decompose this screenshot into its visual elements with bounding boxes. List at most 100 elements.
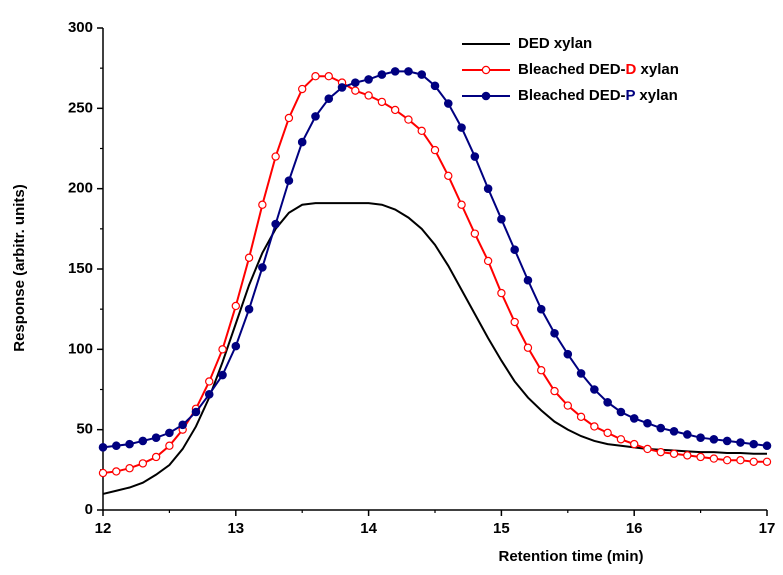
marker xyxy=(630,439,639,449)
marker xyxy=(151,433,161,443)
marker xyxy=(563,401,573,410)
marker xyxy=(457,123,466,132)
marker xyxy=(204,390,214,399)
y-axis-title: Response (arbitr. units) xyxy=(11,184,28,352)
marker xyxy=(444,171,453,181)
marker xyxy=(656,423,666,433)
marker xyxy=(669,426,679,436)
marker xyxy=(669,449,679,458)
y-tick-label: 0 xyxy=(85,501,93,518)
marker xyxy=(165,428,174,438)
x-tick-label: 12 xyxy=(95,520,112,537)
marker xyxy=(111,441,121,451)
marker xyxy=(271,219,280,229)
marker xyxy=(390,105,400,115)
marker xyxy=(537,366,546,375)
marker xyxy=(749,439,759,449)
marker xyxy=(165,441,174,450)
x-tick-label: 13 xyxy=(227,520,244,537)
x-tick-label: 15 xyxy=(493,520,510,537)
marker xyxy=(337,83,347,92)
marker xyxy=(404,115,413,124)
y-tick-label: 100 xyxy=(68,340,93,357)
marker xyxy=(510,317,519,327)
marker xyxy=(603,398,612,407)
marker xyxy=(205,377,214,386)
x-axis-title: Retention time (min) xyxy=(499,548,644,565)
marker xyxy=(258,200,267,209)
marker xyxy=(138,459,148,468)
marker xyxy=(125,464,134,473)
y-tick-label: 300 xyxy=(68,19,93,36)
marker xyxy=(696,433,705,443)
marker xyxy=(523,275,533,285)
marker xyxy=(470,229,480,238)
marker xyxy=(364,75,373,84)
marker xyxy=(151,452,161,462)
marker xyxy=(643,444,652,454)
marker xyxy=(218,345,227,354)
marker xyxy=(483,184,493,193)
marker xyxy=(590,422,599,431)
x-tick-label: 17 xyxy=(759,520,776,537)
marker xyxy=(244,253,254,262)
marker xyxy=(656,447,665,457)
marker xyxy=(749,457,758,466)
marker xyxy=(351,86,360,95)
marker xyxy=(297,137,307,147)
marker xyxy=(696,452,705,462)
marker xyxy=(271,152,280,161)
marker xyxy=(218,370,227,380)
marker xyxy=(683,451,692,460)
series-line xyxy=(102,202,767,495)
marker xyxy=(762,441,772,451)
marker xyxy=(231,341,241,351)
marker xyxy=(284,176,294,185)
marker xyxy=(404,67,413,76)
marker xyxy=(736,455,745,465)
marker xyxy=(536,304,546,314)
marker xyxy=(481,91,491,101)
marker xyxy=(112,467,121,476)
marker xyxy=(497,214,506,224)
marker xyxy=(603,428,612,438)
marker xyxy=(417,70,427,79)
marker xyxy=(683,430,692,439)
marker xyxy=(643,418,652,428)
marker xyxy=(191,407,201,417)
marker xyxy=(576,369,586,378)
marker xyxy=(709,435,719,444)
marker xyxy=(258,263,267,272)
marker xyxy=(443,99,453,108)
marker xyxy=(178,420,187,430)
marker xyxy=(364,91,373,100)
marker xyxy=(138,436,148,446)
marker xyxy=(550,386,559,396)
marker xyxy=(510,245,519,255)
marker xyxy=(762,457,772,466)
marker xyxy=(736,438,745,447)
marker xyxy=(351,78,360,87)
x-tick-label: 14 xyxy=(360,520,377,537)
marker xyxy=(311,112,320,121)
marker xyxy=(298,84,307,94)
legend-label: Bleached DED-P xylan xyxy=(518,87,678,104)
y-tick-label: 50 xyxy=(76,421,93,438)
marker xyxy=(483,256,493,266)
marker xyxy=(629,414,639,423)
marker xyxy=(430,81,440,91)
marker xyxy=(417,126,426,136)
marker xyxy=(98,468,108,478)
x-tick-label: 16 xyxy=(626,520,643,537)
marker xyxy=(722,455,732,465)
marker xyxy=(324,71,333,81)
series-line xyxy=(102,70,768,449)
marker xyxy=(457,200,466,209)
marker xyxy=(377,97,387,107)
marker xyxy=(722,436,732,446)
marker xyxy=(244,304,254,314)
marker xyxy=(709,454,719,463)
marker xyxy=(563,349,573,359)
